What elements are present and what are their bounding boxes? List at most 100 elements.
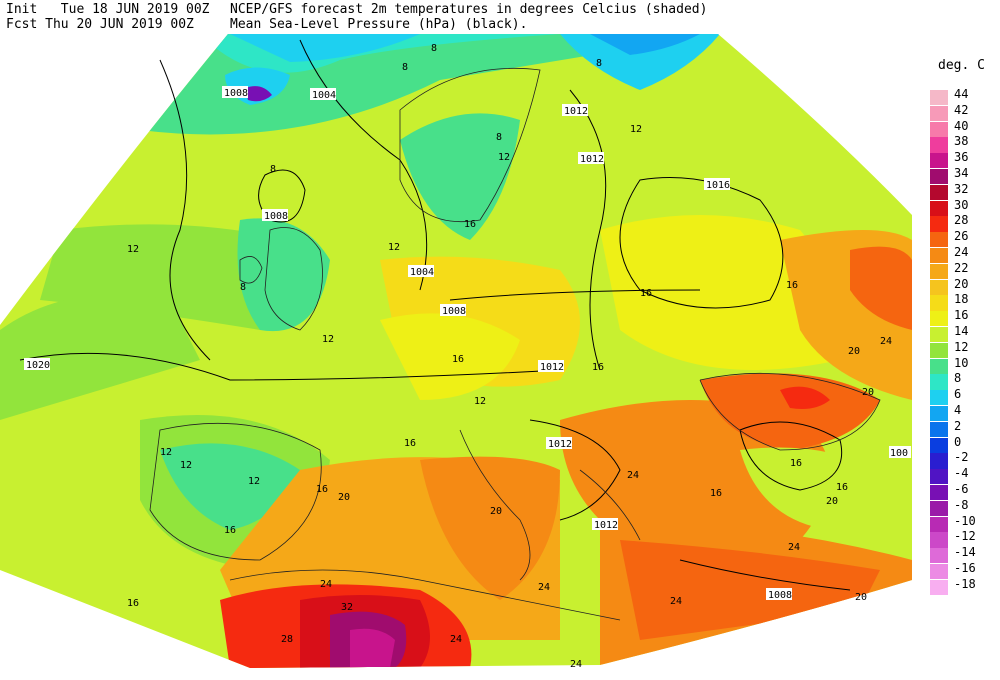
legend-swatch (930, 358, 948, 374)
legend-label: 0 (954, 434, 962, 449)
temp-label: 20 (338, 492, 350, 503)
init-date: Tue 18 JUN 2019 00Z (60, 2, 210, 17)
temp-label: 28 (281, 634, 293, 645)
temp-label: 24 (320, 579, 332, 590)
isobar-label: 1008 (222, 86, 248, 99)
legend-label: 28 (954, 213, 969, 228)
temp-label: 20 (848, 346, 860, 357)
svg-text:1016: 1016 (706, 180, 730, 191)
legend-label: 24 (954, 245, 969, 259)
legend-label: 26 (954, 229, 969, 244)
isobar-label: 1008 (262, 209, 288, 222)
legend-label: 30 (954, 197, 969, 212)
isobar-label: 1016 (704, 178, 730, 191)
legend-swatch (930, 184, 948, 200)
legend-label: 38 (954, 134, 969, 149)
title-line-2: Mean Sea-Level Pressure (hPa) (black). (230, 17, 528, 32)
legend-label: 42 (954, 102, 969, 117)
temp-label: 16 (786, 280, 798, 291)
legend-swatch (930, 579, 948, 595)
temp-label: 8 (496, 132, 502, 143)
isobar-label: 1012 (578, 152, 604, 165)
svg-text:1012: 1012 (540, 362, 564, 373)
temp-label: 24 (627, 470, 639, 481)
fcst-label: Fcst (6, 17, 38, 32)
legend-swatch (930, 295, 948, 311)
legend-label: -8 (954, 497, 969, 512)
legend-label: -2 (954, 450, 969, 465)
svg-text:1008: 1008 (264, 211, 288, 222)
temp-label: 20 (862, 387, 874, 398)
temp-label: 16 (640, 288, 652, 299)
legend-swatch (930, 263, 948, 279)
legend-swatch (930, 216, 948, 232)
legend-label: 8 (954, 371, 962, 386)
svg-text:1008: 1008 (224, 88, 248, 99)
legend-label: 34 (954, 166, 969, 180)
temp-label: 32 (341, 602, 353, 613)
svg-text:1012: 1012 (580, 154, 604, 165)
legend-swatch (930, 532, 948, 548)
legend-swatch (930, 121, 948, 137)
legend-swatch (930, 311, 948, 327)
legend-swatch (930, 327, 948, 343)
coastlines (149, 67, 881, 621)
legend-label: 12 (954, 339, 969, 354)
legend-label: 32 (954, 181, 969, 196)
legend-swatch (930, 169, 948, 185)
init-label: Init (6, 2, 38, 17)
temp-label: 8 (431, 43, 437, 54)
legend-swatch (930, 564, 948, 580)
legend-swatch (930, 469, 948, 485)
temp-label: 16 (710, 488, 722, 499)
legend-label: -10 (954, 513, 976, 528)
temp-label: 24 (788, 542, 800, 553)
isobar-label: 1012 (546, 437, 572, 450)
svg-text:1004: 1004 (410, 267, 434, 278)
isobar-label: 1008 (440, 304, 466, 317)
legend-label: 22 (954, 260, 969, 275)
temp-label: 12 (474, 396, 486, 407)
legend-label: -12 (954, 529, 976, 544)
legend-label: -6 (954, 482, 969, 496)
legend-swatch (930, 342, 948, 358)
svg-text:1020: 1020 (26, 360, 50, 371)
temp-label: 16 (790, 458, 802, 469)
legend-swatch (930, 137, 948, 153)
legend-label: 2 (954, 418, 962, 433)
temp-label: 16 (592, 362, 604, 373)
legend-swatch (930, 248, 948, 264)
legend-label: 14 (954, 324, 969, 338)
svg-text:100: 100 (890, 448, 908, 459)
temp-label: 24 (670, 596, 682, 607)
temp-label: 16 (836, 482, 848, 493)
legend-swatch (930, 437, 948, 453)
svg-text:1012: 1012 (564, 106, 588, 117)
temperature-labels: 8 8 8 8 12 8 12 16 12 12 8 16 16 16 12 1… (127, 43, 892, 670)
isobar-label: 1012 (592, 518, 618, 531)
svg-text:1012: 1012 (548, 439, 572, 450)
legend-swatch (930, 485, 948, 501)
temp-label: 16 (127, 598, 139, 609)
temp-label: 20 (490, 506, 502, 517)
temp-label: 8 (240, 282, 246, 293)
legend-swatch (930, 279, 948, 295)
legend-swatch (930, 500, 948, 516)
legend-swatch (930, 153, 948, 169)
temp-label: 24 (538, 582, 550, 593)
legend-swatch (930, 105, 948, 121)
temp-label: 16 (224, 525, 236, 536)
fcst-date: Thu 20 JUN 2019 00Z (45, 17, 194, 32)
temp-label: 12 (248, 476, 260, 487)
temp-label: 20 (826, 496, 838, 507)
legend-label: 18 (954, 292, 969, 307)
temp-label: 12 (630, 124, 642, 135)
temp-label: 24 (880, 336, 892, 347)
temp-label: 16 (464, 219, 476, 230)
temp-label: 16 (316, 484, 328, 495)
temp-label: 12 (180, 460, 192, 471)
isobar-label: 1004 (408, 265, 434, 278)
fcst-line: Fcst Thu 20 JUN 2019 00Z (6, 17, 194, 32)
temp-label: 20 (855, 592, 867, 603)
